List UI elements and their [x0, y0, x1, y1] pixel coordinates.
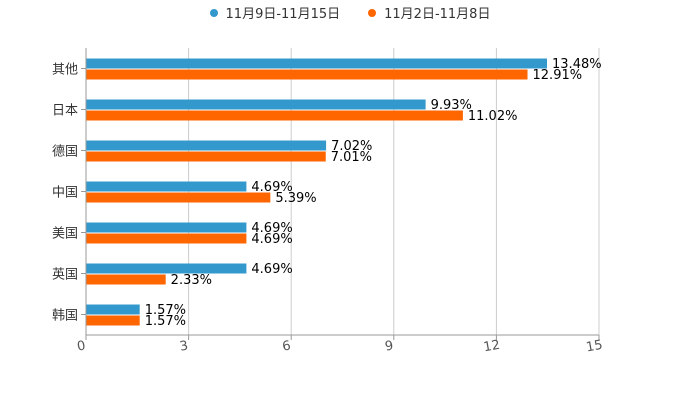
category-label: 英国 — [52, 268, 78, 283]
x-tick-label: 9 — [384, 338, 395, 354]
x-tick-label: 15 — [585, 338, 604, 356]
legend-label-series-2: 11月2日-11月8日 — [384, 7, 491, 22]
data-label-series-1: 4.69% — [251, 221, 292, 236]
bar-series-1[interactable] — [86, 99, 426, 110]
x-tick-label: 12 — [482, 338, 501, 356]
data-label-series-2: 7.01% — [331, 150, 372, 165]
data-label-series-1: 1.57% — [145, 303, 186, 318]
legend: 11月9日-11月15日 11月2日-11月8日 — [0, 3, 700, 22]
data-label-series-2: 12.91% — [533, 68, 583, 83]
category-label: 韩国 — [52, 309, 78, 324]
data-label-series-1: 13.48% — [552, 57, 602, 72]
bar-series-1[interactable] — [86, 222, 247, 233]
bar-series-2[interactable] — [86, 69, 528, 80]
data-label-series-1: 7.02% — [331, 139, 372, 154]
legend-item-series-2[interactable]: 11月2日-11月8日 — [368, 3, 490, 22]
bar-series-1[interactable] — [86, 304, 140, 315]
legend-marker-series-1 — [209, 8, 218, 17]
bar-series-2[interactable] — [86, 110, 463, 121]
bar-series-2[interactable] — [86, 233, 247, 244]
bar-series-2[interactable] — [86, 151, 326, 162]
bar-series-2[interactable] — [86, 274, 166, 285]
bar-series-1[interactable] — [86, 140, 327, 151]
data-label-series-1: 9.93% — [431, 98, 472, 113]
bar-series-2[interactable] — [86, 315, 140, 326]
bar-series-1[interactable] — [86, 181, 247, 192]
category-label: 美国 — [52, 227, 78, 242]
category-label: 其他 — [52, 63, 78, 78]
data-label-series-2: 11.02% — [468, 109, 518, 124]
category-label: 中国 — [52, 186, 78, 201]
x-tick-label: 0 — [76, 338, 87, 354]
bar-series-1[interactable] — [86, 263, 247, 274]
bar-series-1[interactable] — [86, 58, 548, 69]
category-label: 德国 — [52, 145, 78, 160]
data-label-series-1: 4.69% — [251, 262, 292, 277]
legend-marker-series-2 — [368, 8, 377, 17]
data-label-series-1: 4.69% — [251, 180, 292, 195]
category-label: 日本 — [52, 104, 78, 119]
x-tick-label: 3 — [179, 338, 190, 354]
data-label-series-2: 1.57% — [145, 314, 186, 329]
x-tick-label: 6 — [281, 338, 292, 354]
data-label-series-2: 5.39% — [275, 191, 316, 206]
legend-label-series-1: 11月9日-11月15日 — [225, 7, 341, 22]
data-label-series-2: 2.33% — [171, 273, 212, 288]
legend-item-series-1[interactable]: 11月9日-11月15日 — [209, 3, 341, 22]
data-label-series-2: 4.69% — [251, 232, 292, 247]
bar-series-2[interactable] — [86, 192, 271, 203]
